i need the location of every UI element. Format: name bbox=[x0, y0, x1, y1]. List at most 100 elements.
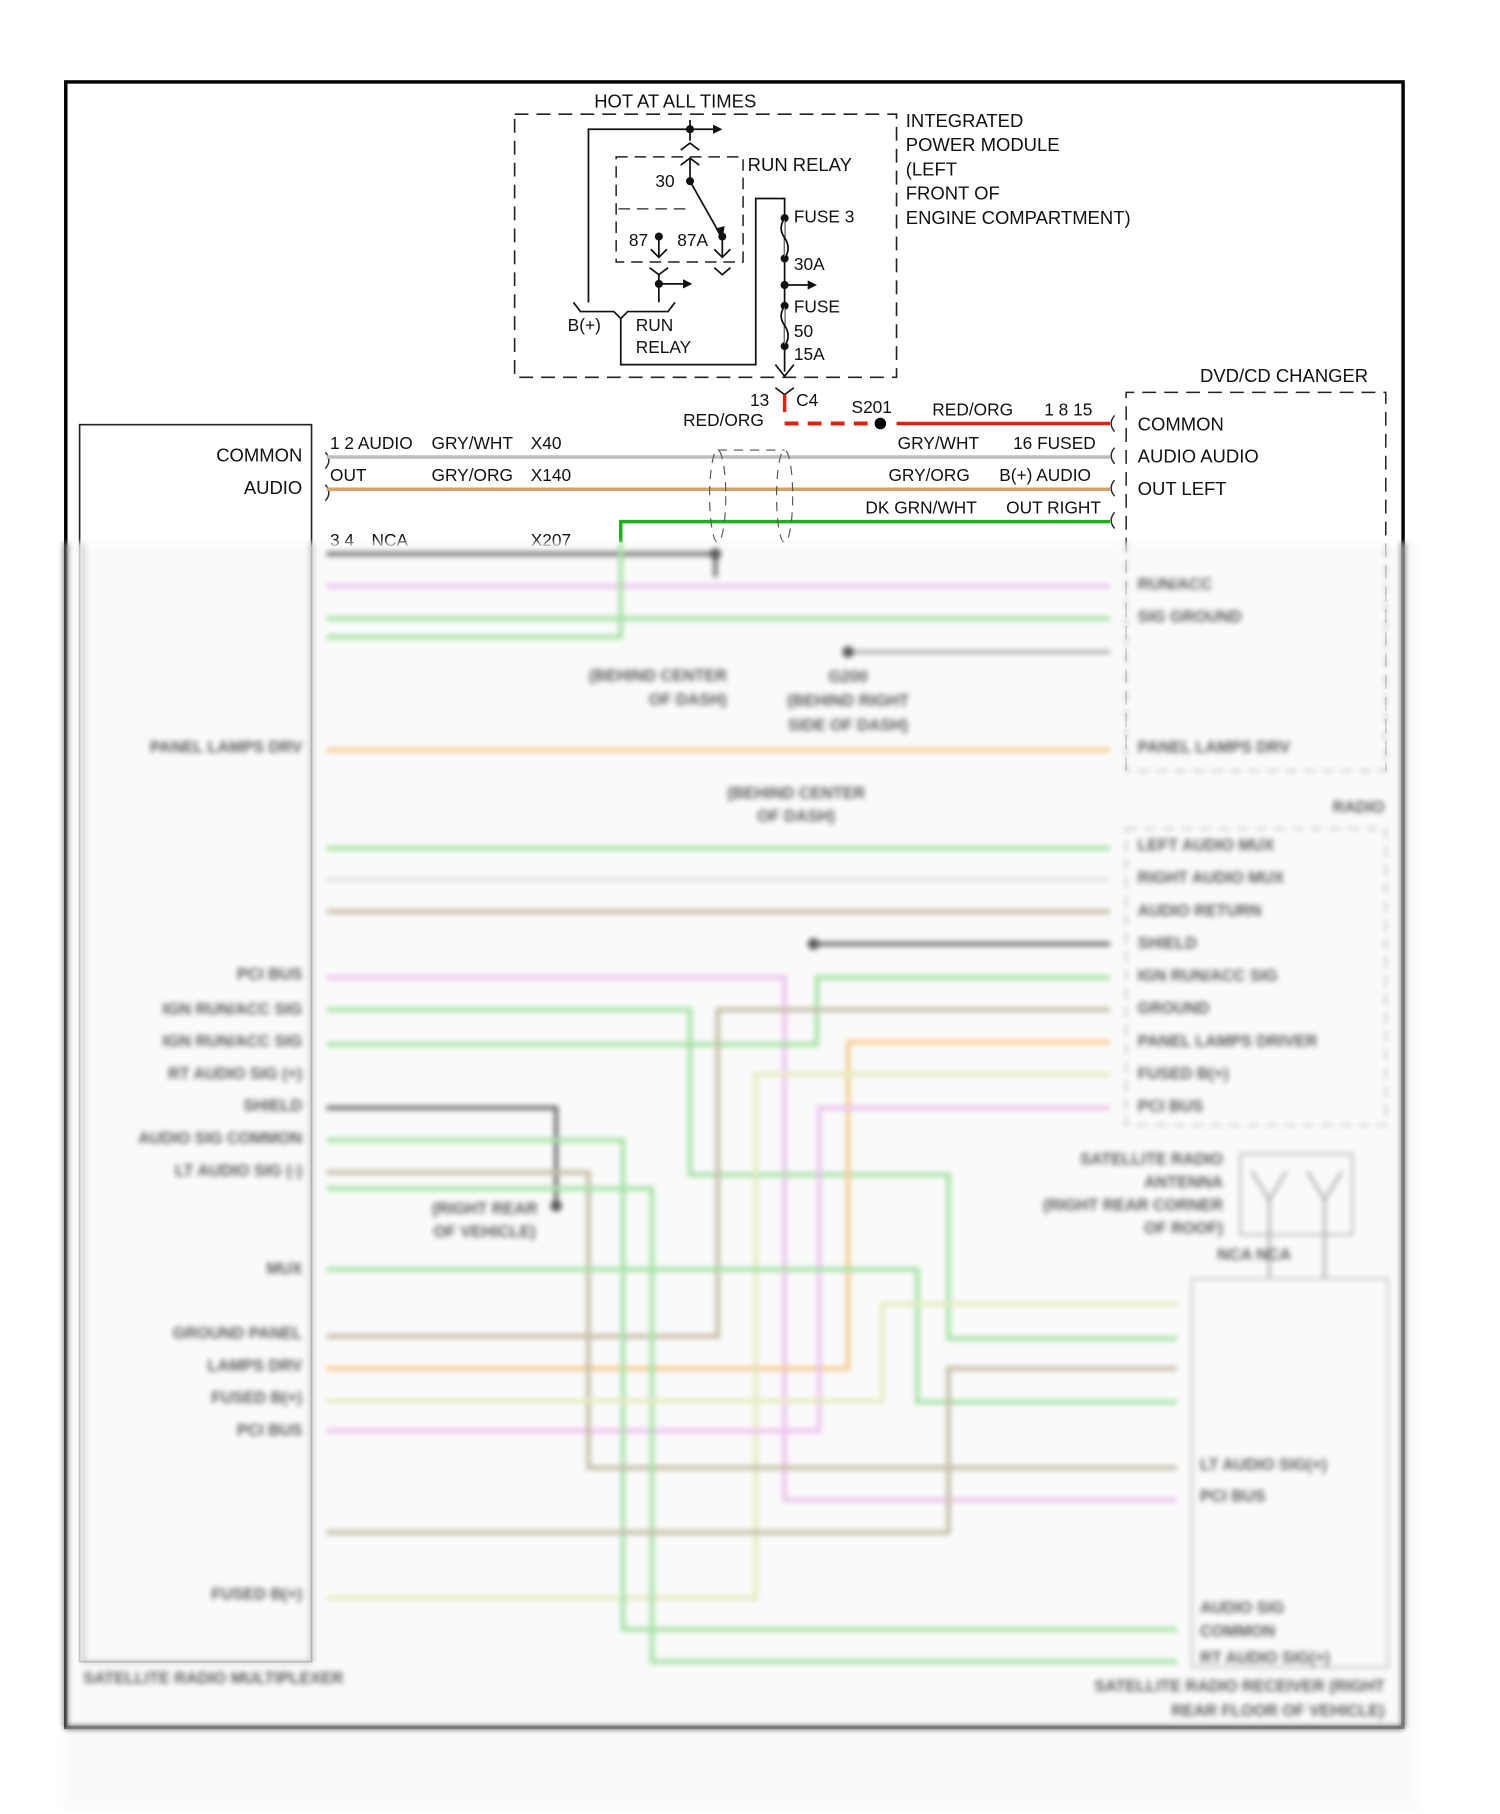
antenna-title: (RIGHT REAR CORNER bbox=[1043, 1196, 1224, 1214]
hot-at-all-times-label: HOT AT ALL TIMES bbox=[594, 90, 756, 111]
mux-pin-label: PCI BUS bbox=[237, 966, 303, 984]
ipm-title: ENGINE COMPARTMENT) bbox=[906, 207, 1131, 228]
wire-label: GRY/ORG bbox=[432, 465, 513, 485]
c4-pin: 13 bbox=[750, 390, 769, 410]
fuse-3-label: FUSE 3 bbox=[794, 207, 855, 227]
receiver-pin-label: COMMON bbox=[1200, 1622, 1275, 1640]
mux-pin-label: IGN RUN/ACC SIG bbox=[162, 1033, 302, 1051]
blurred-lower-diagram: PANEL LAMPS DRV PCI BUS IGN RUN/ACC SIG IGN… bbox=[63, 542, 1420, 1812]
radio-title: RADIO bbox=[1333, 798, 1385, 816]
wire-label: GRY/WHT bbox=[432, 433, 514, 453]
fuse-3-rating: 30A bbox=[794, 254, 825, 274]
dvd-title: DVD/CD CHANGER bbox=[1200, 365, 1368, 386]
mux-pin-label: LAMPS DRV bbox=[208, 1357, 303, 1375]
pin-label: 16 FUSED bbox=[1013, 433, 1096, 453]
splice-dot bbox=[842, 646, 854, 658]
wire bbox=[326, 1267, 1177, 1405]
receiver-pin-label: LT AUDIO SIG(+) bbox=[1200, 1456, 1327, 1474]
c4-wire-color: RED/ORG bbox=[683, 410, 764, 430]
splice-location: (BEHIND CENTER bbox=[589, 667, 727, 685]
splice-dot bbox=[550, 1200, 562, 1212]
pin-label: OUT RIGHT bbox=[1006, 498, 1101, 518]
pin-label: 1 8 15 bbox=[1044, 399, 1092, 419]
mux-pin-label: IGN RUN/ACC SIG bbox=[162, 1000, 302, 1018]
circuit-label: X40 bbox=[531, 433, 562, 453]
ipm-title: FRONT OF bbox=[906, 183, 1000, 204]
wire bbox=[326, 1007, 1110, 1339]
antenna-icon bbox=[1250, 1170, 1343, 1279]
run-relay-box bbox=[615, 156, 744, 263]
dvd-pin-label: RUN/ACC bbox=[1138, 576, 1213, 594]
radio-pin-label: PCI BUS bbox=[1138, 1098, 1204, 1116]
antenna-title: ANTENNA bbox=[1144, 1173, 1223, 1191]
dvd-pin-label: OUT LEFT bbox=[1138, 478, 1227, 499]
mux-pin-label: GROUND PANEL bbox=[173, 1325, 303, 1343]
radio-pin-label: LEFT AUDIO MUX bbox=[1138, 836, 1275, 854]
receiver-pin-label: RT AUDIO SIG(+) bbox=[1200, 1649, 1330, 1667]
mux-pin-label: LT AUDIO SIG (-) bbox=[175, 1162, 302, 1180]
pin-30-label: 30 bbox=[655, 171, 674, 191]
wire bbox=[326, 542, 624, 640]
fuse-50-label: FUSE bbox=[794, 297, 840, 317]
wire bbox=[326, 1072, 1110, 1601]
wire bbox=[326, 1366, 1177, 1535]
fuse-50-icon bbox=[780, 305, 789, 347]
dvd-pin-label: PANEL LAMPS DRV bbox=[1138, 738, 1291, 756]
antenna-title: SATELLITE RADIO bbox=[1080, 1150, 1223, 1168]
radio-pin-label: FUSED B(+) bbox=[1138, 1065, 1229, 1083]
mux-pin-label: FUSED B(+) bbox=[211, 1585, 302, 1603]
radio-pin-label: GROUND bbox=[1138, 1000, 1210, 1018]
dvd-pin-label: AUDIO AUDIO bbox=[1138, 446, 1259, 467]
wire bbox=[326, 1301, 1177, 1404]
integrated-power-module: HOT AT ALL TIMES INTEGRATED POWER MODULE… bbox=[513, 90, 1131, 379]
radio-pin-label: SHIELD bbox=[1138, 934, 1197, 952]
mux-pin-label: COMMON bbox=[216, 445, 302, 466]
radio-pin-label: PANEL LAMPS DRIVER bbox=[1138, 1032, 1318, 1050]
relay-nodes bbox=[654, 124, 817, 351]
dvd-cd-changer: DVD/CD CHANGER COMMON AUDIO AUDIO OUT LE… bbox=[865, 365, 1387, 771]
fuse-3-icon bbox=[780, 217, 789, 259]
mux-pin-label: 1 2 AUDIO bbox=[330, 433, 413, 453]
radio-pin-label: IGN RUN/ACC SIG bbox=[1138, 967, 1278, 985]
multiplexer-title: SATELLITE RADIO MULTIPLEXER bbox=[83, 1670, 344, 1688]
mux-pin-label: PANEL LAMPS DRV bbox=[150, 738, 303, 756]
receiver-pin-label: PCI BUS bbox=[1200, 1487, 1266, 1505]
splice-location: OF DASH) bbox=[757, 808, 835, 826]
dvd-pin-label: SIG GROUND bbox=[1138, 608, 1242, 626]
pin-87a-label: 87A bbox=[677, 230, 708, 250]
splice-location: OF DASH) bbox=[649, 691, 727, 709]
mux-pin-label: MUX bbox=[266, 1260, 302, 1278]
dvd-pin-label: COMMON bbox=[1138, 413, 1224, 434]
splice-s201 bbox=[874, 417, 887, 430]
mux-pin-label: OUT bbox=[330, 465, 367, 485]
c4-name: C4 bbox=[796, 390, 818, 410]
receiver-title: REAR FLOOR OF VEHICLE) bbox=[1171, 1702, 1384, 1720]
antenna-title: OF ROOF) bbox=[1144, 1220, 1223, 1238]
splice-dot bbox=[807, 938, 820, 950]
bplus-label: B(+) bbox=[568, 315, 601, 335]
wire bbox=[326, 1170, 1177, 1471]
receiver-pin-label: AUDIO SIG bbox=[1200, 1599, 1284, 1617]
radio-box bbox=[1125, 827, 1387, 1127]
wire bbox=[326, 1137, 1177, 1632]
wire-label: GRY/ORG bbox=[888, 465, 969, 485]
shielded-cable bbox=[709, 449, 794, 543]
connector-c4: 13 C4 RED/ORG S201 bbox=[683, 387, 1110, 430]
dk-grn-wht-wire bbox=[619, 519, 1110, 543]
mux-pin-label: AUDIO SIG COMMON bbox=[138, 1130, 302, 1148]
radio-pin-label: RIGHT AUDIO MUX bbox=[1138, 869, 1285, 887]
wire-label: DK GRN/WHT bbox=[865, 498, 977, 518]
ipm-title: (LEFT bbox=[906, 158, 957, 179]
wire bbox=[326, 975, 1177, 1503]
splice-location: (BEHIND CENTER bbox=[727, 785, 865, 803]
mux-pin-label: FUSED B(+) bbox=[211, 1389, 302, 1407]
mux-pin-label: SHIELD bbox=[243, 1097, 302, 1115]
antenna-pins: NCA NCA bbox=[1217, 1246, 1291, 1264]
satellite-radio-multiplexer: COMMON AUDIO 1 2 AUDIO GRY/WHT X40 OUT G… bbox=[78, 423, 571, 1663]
run-relay-label: RUN RELAY bbox=[748, 154, 852, 175]
wire-label: RED/ORG bbox=[932, 399, 1013, 419]
ipm-title: INTEGRATED bbox=[906, 110, 1024, 131]
wire-label: GRY/WHT bbox=[898, 433, 980, 453]
mux-pin-label: PCI BUS bbox=[237, 1422, 303, 1440]
